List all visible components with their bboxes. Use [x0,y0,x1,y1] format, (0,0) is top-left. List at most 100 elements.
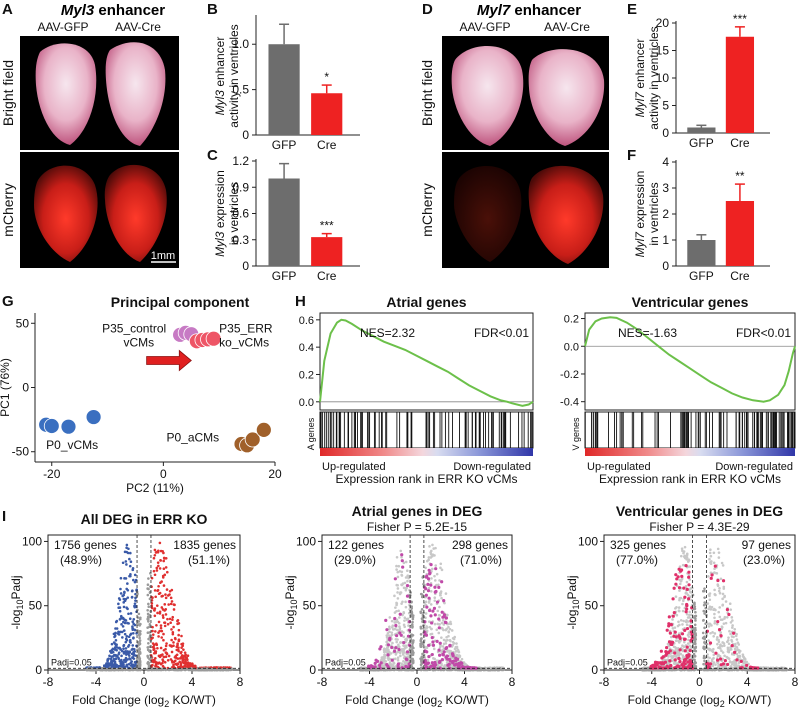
gene-point [693,623,697,627]
arrow [146,349,192,372]
gene-point [712,653,716,657]
gene-point [669,635,673,639]
enrichment-curve [319,318,534,407]
highlighted-gene-point [432,606,437,610]
gene-point [121,668,125,672]
gene-point [453,635,457,639]
gene-point [380,656,384,659]
gene-point [438,591,442,595]
gene-point [411,620,414,624]
gene-point [675,647,678,650]
highlighted-gene-point [426,582,430,586]
y-axis-label: -log10Padj [283,575,299,629]
gene-point [164,647,167,651]
y-axis-label-line2-f: in ventricles [647,182,661,245]
highlighted-gene-point [398,631,402,635]
highlighted-gene-point [378,666,382,670]
gene-point [181,644,185,648]
gene-point [687,631,691,634]
gene-point [172,668,176,672]
gene-point [679,579,683,582]
gene-point [409,651,413,654]
gene-point [177,649,180,653]
gene-point [457,650,461,654]
gene-point [164,593,167,596]
x-tick-label: -20 [43,467,61,481]
gene-point [134,654,138,657]
gene-point [436,609,440,613]
gene-point [402,644,405,647]
highlighted-gene-point [445,657,449,661]
gene-point [427,620,431,623]
gene-point [168,593,171,596]
gene-point [133,605,137,609]
highlighted-gene-point [438,653,442,657]
gene-point [108,654,111,658]
gene-point [118,598,122,601]
gene-point [714,593,717,597]
gene-point [125,550,129,554]
gene-point [125,663,129,667]
gene-point [712,656,715,660]
gene-point [424,616,427,620]
gene-point [733,644,737,648]
panel-a-row-mcherry: mCherry [0,183,16,237]
gene-point [391,624,395,628]
y-tick-label: 0.5 [232,83,249,97]
gene-point [122,597,126,601]
heart-gfp-mcherry-d [454,166,522,262]
gene-point [161,616,165,619]
gene-point [399,654,402,658]
y-axis-label-e: Myl7 enhancer [633,39,647,118]
gene-point [421,617,424,621]
gene-point [388,630,391,634]
gene-point [711,631,714,634]
gene-point [702,618,705,622]
gene-point [433,622,437,626]
gene-point [679,618,683,622]
fdr-stat: FDR<0.01 [474,326,529,340]
gene-point [406,668,410,672]
gene-point [161,608,165,611]
gene-point [128,557,131,561]
gene-point [129,612,133,615]
highlighted-gene-point [690,633,694,637]
panel-d-title: Myl7 enhancer [477,2,581,19]
gene-point [178,657,182,660]
highlighted-gene-point [407,600,412,604]
x-tick-label: GFP [689,136,714,150]
gene-point [707,639,710,642]
gene-point [395,555,399,559]
gene-point [420,608,424,611]
gene-point [419,625,423,629]
y-tick-label: -0.2 [560,369,579,381]
gene-point [126,645,130,648]
gene-point [437,631,441,635]
y-axis-label-rest: expression [213,170,227,231]
gene-point [130,595,134,599]
rank-color-bar [585,448,795,456]
gene-point [702,603,706,607]
gene-point [678,652,681,655]
highlighted-gene-point [401,565,405,569]
gene-point [123,621,127,625]
gene-point [398,651,402,655]
panel-d-row-mcherry: mCherry [419,183,435,237]
gene-point [395,583,399,587]
highlighted-gene-point [678,660,682,664]
gene-point [442,623,446,626]
gene-point [166,658,170,662]
gene-point [412,639,415,642]
gene-point [150,659,154,662]
highlighted-gene-point [455,657,460,661]
gene-point [169,621,172,624]
gene-point [154,551,158,554]
gene-point [716,584,720,588]
panel-letter-i: I [2,508,6,525]
gene-point [383,659,386,663]
gene-point [150,664,153,668]
gene-point [712,551,716,555]
gene-point [148,631,151,634]
significance-mark: * [324,70,329,84]
gene-point [440,621,444,625]
